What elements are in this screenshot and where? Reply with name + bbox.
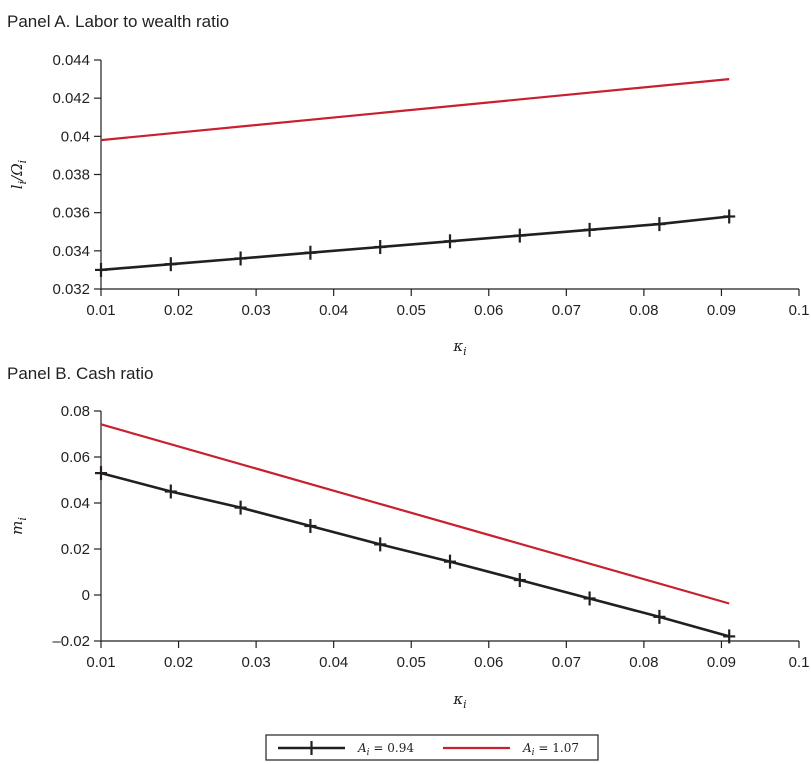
data-point-marker xyxy=(444,554,456,569)
data-point-marker xyxy=(583,591,596,606)
data-point-marker xyxy=(444,234,456,249)
x-tick-label: 0.04 xyxy=(319,302,348,319)
data-point-marker xyxy=(95,466,107,481)
legend: Ai = 0.94 Ai = 1.07 xyxy=(265,734,599,761)
series-line-a107 xyxy=(100,423,730,605)
y-tick-label: 0.032 xyxy=(52,281,90,298)
y-tick-label: 0.036 xyxy=(52,205,90,222)
y-tick-label: 0.08 xyxy=(61,403,90,420)
x-tick-label: 0.05 xyxy=(397,302,426,319)
x-tick-label: 0.03 xyxy=(242,302,271,319)
legend-label: Ai = 1.07 xyxy=(522,741,579,758)
data-point-marker xyxy=(234,251,247,266)
y-tick-label: 0.034 xyxy=(52,243,90,260)
y-tick-label: 0.042 xyxy=(52,90,90,107)
data-point-marker xyxy=(304,519,317,533)
y-tick-label: –0.02 xyxy=(52,633,90,650)
y-tick-label: 0.06 xyxy=(61,449,90,466)
data-point-marker xyxy=(653,217,666,232)
data-point-marker xyxy=(95,262,107,277)
y-tick-label: 0.038 xyxy=(52,167,90,184)
data-point-marker xyxy=(374,240,387,255)
x-tick-label: 0.01 xyxy=(86,654,115,671)
data-point-marker xyxy=(304,245,317,260)
x-tick-label: 0.06 xyxy=(474,302,503,319)
panel-a: Panel A. Labor to wealth ratio 0.01 0.02 0.… xyxy=(7,12,809,358)
x-tick-label: 0.08 xyxy=(629,654,658,671)
data-point-marker xyxy=(513,228,526,243)
legend-entry: Ai = 1.07 xyxy=(443,741,579,758)
y-axis-label: mi xyxy=(8,517,29,535)
data-point-marker xyxy=(723,629,736,644)
x-tick-label: 0.05 xyxy=(397,654,426,671)
data-point-marker xyxy=(164,484,177,499)
x-tick-label: 0.1 xyxy=(789,654,810,671)
x-tick-label: 0.08 xyxy=(629,302,658,319)
data-point-marker xyxy=(653,609,666,624)
panel-b-title: Panel B. Cash ratio xyxy=(7,364,153,383)
y-tick-label: 0.04 xyxy=(61,495,90,512)
data-point-marker xyxy=(583,222,596,237)
x-tick-label: 0.02 xyxy=(164,302,193,319)
x-tick-label: 0.01 xyxy=(86,302,115,319)
x-tick-label: 0.02 xyxy=(164,654,193,671)
y-tick-label: 0.04 xyxy=(61,128,90,145)
data-point-marker xyxy=(164,257,177,272)
x-tick-label: 0.07 xyxy=(552,654,581,671)
panel-b: Panel B. Cash ratio 0.01 0.02 0.03 0.04 0.05 0… xyxy=(7,364,809,711)
x-axis-label: κi xyxy=(452,337,466,358)
x-axis-label: κi xyxy=(452,690,466,711)
x-tick-label: 0.1 xyxy=(789,302,810,319)
data-point-marker xyxy=(723,209,736,224)
x-tick-label: 0.09 xyxy=(707,654,736,671)
y-tick-label: 0.02 xyxy=(61,541,90,558)
data-point-marker xyxy=(234,500,247,515)
series-line-a094 xyxy=(100,215,730,272)
y-axis-label: li/Ωi xyxy=(8,160,29,189)
x-tick-label: 0.04 xyxy=(319,654,348,671)
x-tick-label: 0.07 xyxy=(552,302,581,319)
x-tick-label: 0.03 xyxy=(242,654,271,671)
series-line-a094 xyxy=(100,471,730,638)
data-point-marker xyxy=(374,537,387,552)
series-line-a107 xyxy=(100,78,730,142)
x-tick-label: 0.06 xyxy=(474,654,503,671)
y-tick-label: 0 xyxy=(82,587,90,604)
legend-label: Ai = 0.94 xyxy=(357,741,414,758)
data-point-marker xyxy=(513,573,526,588)
legend-entry: Ai = 0.94 xyxy=(278,741,414,758)
x-tick-label: 0.09 xyxy=(707,302,736,319)
y-tick-label: 0.044 xyxy=(52,52,90,69)
panel-a-title: Panel A. Labor to wealth ratio xyxy=(7,12,229,31)
